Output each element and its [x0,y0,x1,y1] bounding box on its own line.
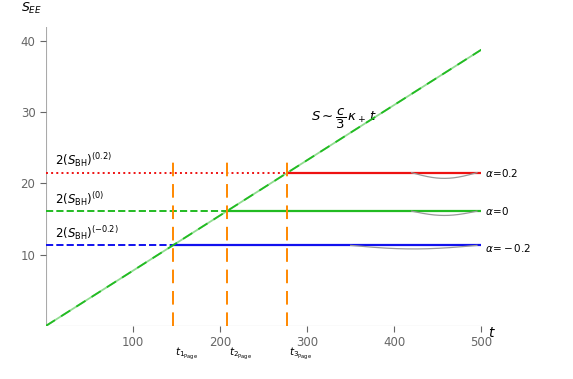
Text: $\alpha\!=\!-0.2$: $\alpha\!=\!-0.2$ [485,241,531,254]
Text: $\alpha\!=\!0.2$: $\alpha\!=\!0.2$ [485,167,518,179]
Text: $t_{2_{\rm Page}}$: $t_{2_{\rm Page}}$ [229,346,252,362]
Text: $2\left(S_{\rm BH}\right)^{(0)}$: $2\left(S_{\rm BH}\right)^{(0)}$ [54,190,104,208]
Text: $2\left(S_{\rm BH}\right)^{(-0.2)}$: $2\left(S_{\rm BH}\right)^{(-0.2)}$ [54,224,118,242]
Text: $2\left(S_{\rm BH}\right)^{(0.2)}$: $2\left(S_{\rm BH}\right)^{(0.2)}$ [54,151,111,169]
Text: $t_{1_{\rm Page}}$: $t_{1_{\rm Page}}$ [175,346,198,362]
Text: $\alpha\!=\!0$: $\alpha\!=\!0$ [485,205,509,217]
Text: $t_{3_{\rm Page}}$: $t_{3_{\rm Page}}$ [289,346,312,362]
Text: t: t [488,326,494,340]
Text: $S_{EE}$: $S_{EE}$ [21,1,42,16]
Text: $S\sim\dfrac{c}{3}\,\kappa_+\,t$: $S\sim\dfrac{c}{3}\,\kappa_+\,t$ [312,107,378,131]
